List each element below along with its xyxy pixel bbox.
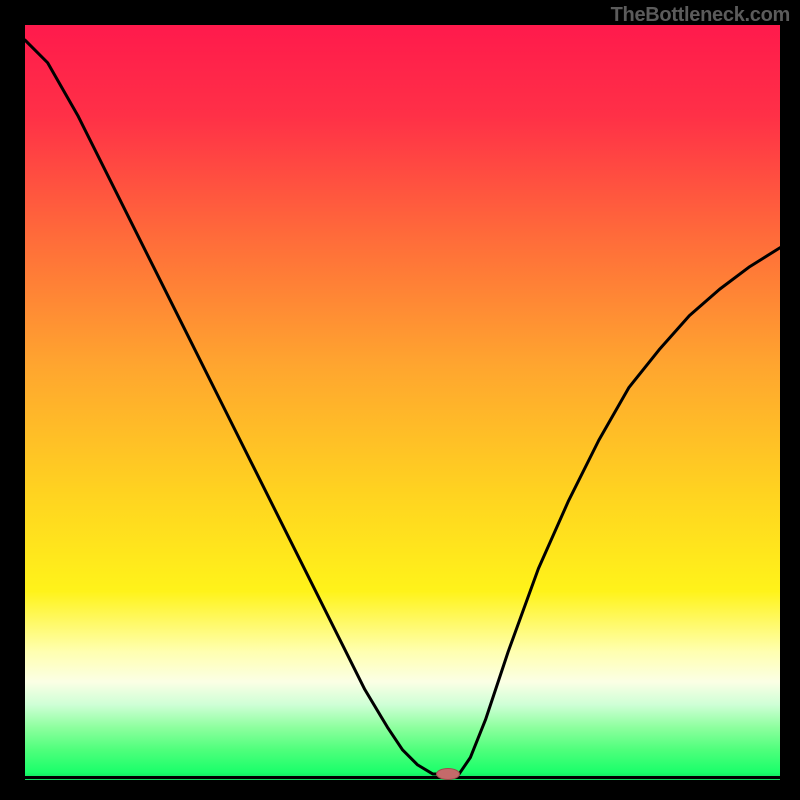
chart-curve-svg <box>25 25 780 780</box>
bottleneck-curve <box>25 40 780 774</box>
watermark-text: TheBottleneck.com <box>611 4 790 27</box>
frame-right <box>780 25 800 800</box>
frame-left <box>0 25 25 800</box>
frame-bottom <box>0 780 800 800</box>
optimal-point-marker <box>436 768 460 780</box>
bottleneck-chart <box>25 25 780 780</box>
